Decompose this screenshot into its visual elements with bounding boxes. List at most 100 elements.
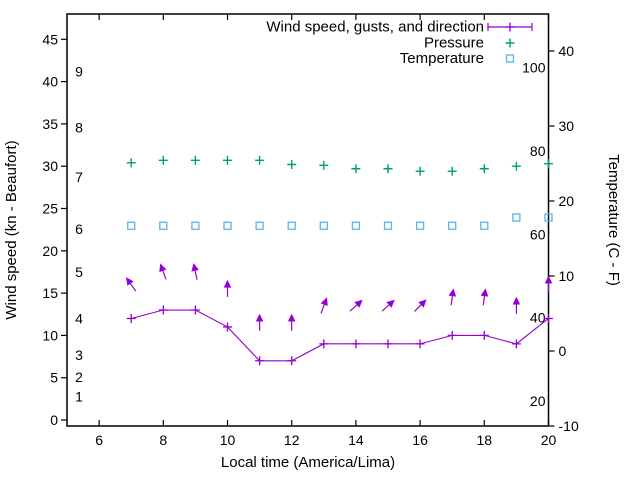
- temperature-series: [127, 213, 553, 230]
- pressure-series: [126, 155, 553, 176]
- legend-label: Wind speed, gusts, and direction: [266, 19, 484, 36]
- pressure-point: [479, 164, 489, 174]
- wind-point: [479, 330, 489, 340]
- kn-tick-label: 10: [42, 327, 58, 343]
- kn-tick-label: 45: [42, 31, 58, 47]
- temperature-point: [383, 221, 393, 230]
- wind-direction-arrow: [480, 288, 489, 306]
- temperature-point: [480, 221, 489, 230]
- x-axis-title: Local time (America/Lima): [221, 454, 395, 471]
- x-tick-label: 6: [95, 432, 103, 448]
- celsius-tick-label: 10: [559, 268, 575, 284]
- beaufort-label: 2: [75, 369, 83, 385]
- wind-point: [287, 356, 297, 366]
- beaufort-label: 5: [75, 264, 83, 280]
- temperature-point: [287, 221, 296, 230]
- beaufort-label: 7: [75, 169, 83, 185]
- temperature-point: [127, 221, 136, 230]
- beaufort-label: 3: [75, 347, 83, 363]
- x-tick-label: 16: [412, 432, 428, 448]
- beaufort-label: 9: [75, 63, 83, 79]
- temperature-point: [223, 221, 232, 230]
- pressure-point: [190, 155, 200, 165]
- wind-series: [126, 305, 553, 366]
- wind-direction-arrow: [544, 275, 553, 293]
- temperature-point: [448, 221, 457, 230]
- y-right-ticks: -10 0 10 20 30 40: [548, 43, 579, 434]
- celsius-tick-label: 0: [559, 343, 567, 359]
- kn-tick-label: 40: [42, 74, 58, 90]
- wind-point: [511, 339, 521, 349]
- wind-point: [383, 339, 393, 349]
- pressure-point: [158, 155, 168, 165]
- temperature-point: [512, 213, 521, 222]
- x-tick-label: 12: [284, 432, 300, 448]
- temperature-point: [255, 221, 264, 230]
- fahrenheit-label: 60: [530, 226, 546, 242]
- wind-direction-arrow: [320, 297, 328, 314]
- pressure-point: [511, 161, 521, 171]
- celsius-tick-label: 30: [559, 118, 575, 134]
- wind-point: [223, 322, 232, 332]
- wind-arrows: [125, 263, 553, 331]
- temperature-point: [415, 221, 425, 230]
- pressure-point: [383, 164, 393, 174]
- kn-tick-label: 35: [42, 116, 58, 132]
- beaufort-label: 1: [75, 388, 83, 404]
- kn-tick-label: 25: [42, 201, 58, 217]
- fahrenheit-labels: 20 40 60 80 100: [522, 60, 546, 409]
- beaufort-label: 8: [75, 119, 83, 135]
- y-left-ticks: 0 5 10 15 20 25 30 35 40 45: [42, 31, 67, 428]
- wind-direction-arrow: [448, 288, 457, 306]
- wind-direction-arrow: [381, 299, 395, 312]
- celsius-tick-label: 20: [559, 193, 575, 209]
- legend: Wind speed, gusts, and directionPressure…: [266, 19, 533, 67]
- legend-label: Temperature: [400, 50, 484, 67]
- wind-direction-arrow: [414, 299, 427, 312]
- fahrenheit-label: 40: [530, 310, 546, 326]
- x-tick-label: 18: [477, 432, 493, 448]
- pressure-point: [223, 155, 232, 165]
- temperature-point: [191, 221, 200, 230]
- wind-direction-arrow: [349, 299, 363, 312]
- wind-direction-arrow: [159, 263, 167, 280]
- temperature-point: [544, 213, 553, 222]
- pressure-point: [544, 159, 553, 169]
- pressure-point: [126, 158, 136, 168]
- temperature-point: [319, 221, 328, 230]
- x-axis-ticks: 6 8 10 12 14 16 18 20: [95, 14, 556, 448]
- wind-direction-arrow: [191, 263, 199, 280]
- wind-point: [255, 356, 265, 366]
- kn-tick-label: 0: [50, 412, 58, 428]
- wind-point: [126, 313, 136, 323]
- x-tick-label: 14: [348, 432, 364, 448]
- wind-direction-arrow: [223, 279, 232, 297]
- kn-tick-label: 15: [42, 285, 58, 301]
- pressure-point: [351, 164, 361, 174]
- temperature-point: [159, 221, 168, 230]
- wind-point: [351, 339, 361, 349]
- fahrenheit-label: 80: [530, 143, 546, 159]
- pressure-point: [287, 160, 297, 170]
- wind-point: [415, 339, 425, 349]
- wind-point: [319, 339, 329, 349]
- fahrenheit-label: 100: [522, 60, 546, 76]
- x-tick-label: 10: [220, 432, 236, 448]
- kn-tick-label: 5: [50, 370, 58, 386]
- beaufort-label: 4: [75, 310, 83, 326]
- wind-point: [544, 313, 553, 323]
- beaufort-label: 6: [75, 221, 83, 237]
- wind-direction-arrow: [125, 277, 137, 292]
- wind-direction-arrow: [255, 313, 264, 331]
- beaufort-labels: 1 2 3 4 5 6 7 8 9: [75, 63, 83, 404]
- left-axis-title: Wind speed (kn - Beaufort): [3, 140, 20, 319]
- kn-tick-label: 20: [42, 243, 58, 259]
- fahrenheit-label: 20: [530, 393, 546, 409]
- pressure-point: [255, 155, 265, 165]
- pressure-point: [447, 166, 457, 176]
- wind-point: [190, 305, 200, 315]
- legend-label: Pressure: [424, 35, 484, 52]
- pressure-point: [319, 160, 329, 170]
